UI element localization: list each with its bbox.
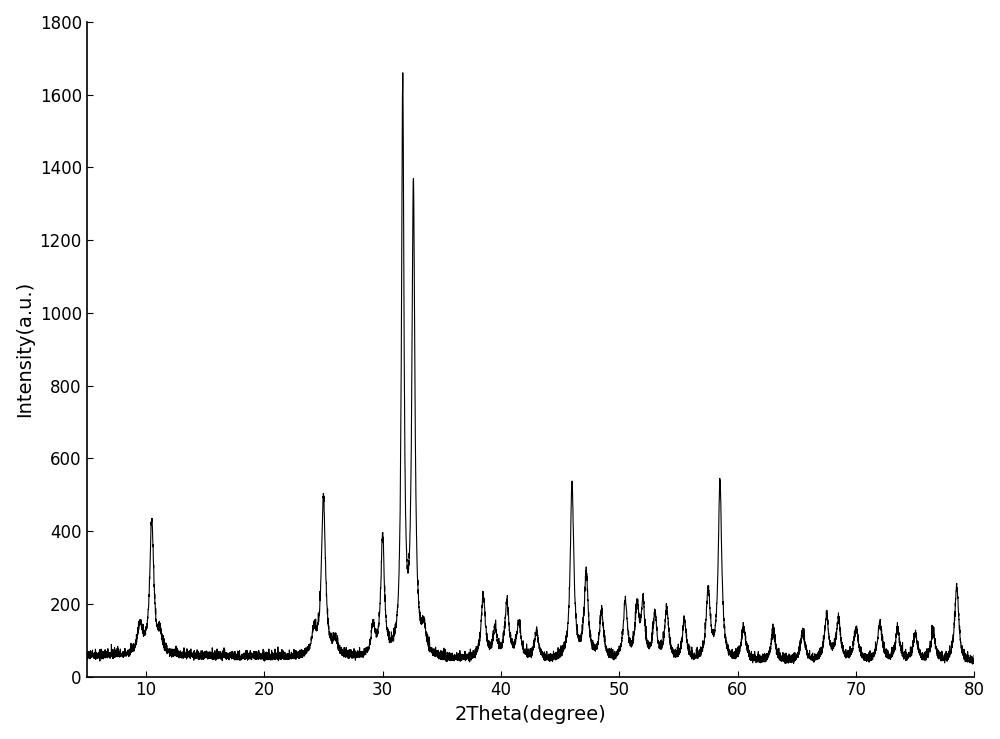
Y-axis label: Intensity(a.u.): Intensity(a.u.) <box>15 281 34 418</box>
X-axis label: 2Theta(degree): 2Theta(degree) <box>455 705 606 724</box>
